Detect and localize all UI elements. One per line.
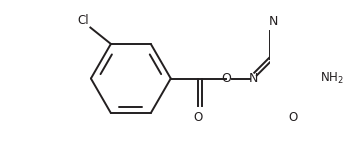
Text: O: O (194, 111, 203, 124)
Text: N: N (269, 15, 278, 28)
Text: N: N (249, 72, 258, 85)
Text: O: O (221, 72, 231, 85)
Text: Cl: Cl (77, 14, 89, 27)
Text: NH$_2$: NH$_2$ (321, 71, 344, 86)
Text: O: O (288, 111, 298, 124)
